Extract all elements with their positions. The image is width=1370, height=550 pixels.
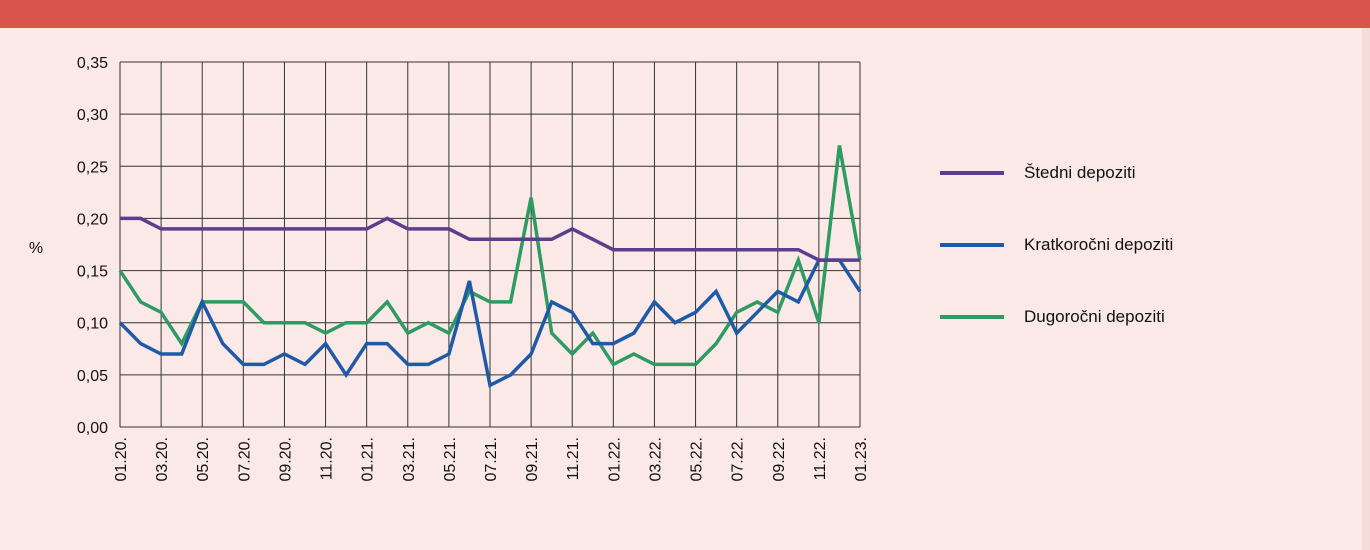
y-tick-label: 0,15	[77, 264, 108, 281]
x-tick-label: 03.20.	[154, 437, 171, 481]
y-tick-label: 0,30	[77, 107, 108, 124]
legend-label-dugorocni: Dugoročni depoziti	[1024, 307, 1165, 326]
legend-swatch-stedni	[940, 171, 1004, 175]
x-tick-label: 01.23.	[853, 437, 870, 481]
x-tick-label: 03.22.	[647, 437, 664, 481]
x-tick-label: 11.21.	[565, 437, 582, 480]
y-tick-label: 0,05	[77, 368, 108, 385]
x-tick-label: 01.22.	[606, 437, 623, 481]
legend-label-stedni: Štedni depoziti	[1024, 163, 1136, 182]
y-tick-label: 0,25	[77, 159, 108, 176]
x-tick-label: 07.20.	[236, 437, 253, 481]
x-tick-label: 09.22.	[771, 437, 788, 481]
x-tick-label: 05.21.	[442, 437, 459, 481]
x-tick-label: 09.20.	[277, 437, 294, 481]
series-line-1	[118, 258, 862, 388]
x-tick-label: 11.20.	[319, 437, 336, 480]
legend-swatch-dugorocni	[940, 315, 1004, 319]
y-tick-label: 0,10	[77, 316, 108, 333]
y-tick-label: 0,00	[77, 420, 108, 437]
x-tick-label: 05.20.	[195, 437, 212, 481]
series-line-2	[118, 145, 862, 367]
legend-label-kratkorocni: Kratkoročni depoziti	[1024, 235, 1174, 254]
right-edge-strip	[1362, 28, 1370, 550]
legend-swatch-kratkorocni	[940, 243, 1004, 247]
x-tick-label: 09.21.	[524, 437, 541, 481]
x-tick-label: 07.21.	[483, 437, 500, 481]
x-tick-label: 05.22.	[689, 437, 706, 481]
series-line-0	[120, 216, 860, 262]
x-tick-label: 01.20.	[113, 437, 130, 481]
header-bar	[0, 0, 1370, 28]
x-tick-label: 11.22.	[812, 437, 829, 480]
y-tick-label: 0,35	[77, 55, 108, 72]
y-axis-label: %	[29, 240, 43, 257]
x-tick-label: 01.21.	[360, 437, 377, 481]
x-tick-label: 03.21.	[401, 437, 418, 481]
legend-item-dugorocni: Dugoročni depoziti	[940, 304, 1173, 330]
legend-item-stedni: Štedni depoziti	[940, 160, 1173, 186]
legend: Štedni depoziti Kratkoročni depoziti Dug…	[940, 160, 1173, 376]
y-tick-label: 0,20	[77, 211, 108, 228]
legend-item-kratkorocni: Kratkoročni depoziti	[940, 232, 1173, 258]
x-tick-label: 07.22.	[730, 437, 747, 481]
